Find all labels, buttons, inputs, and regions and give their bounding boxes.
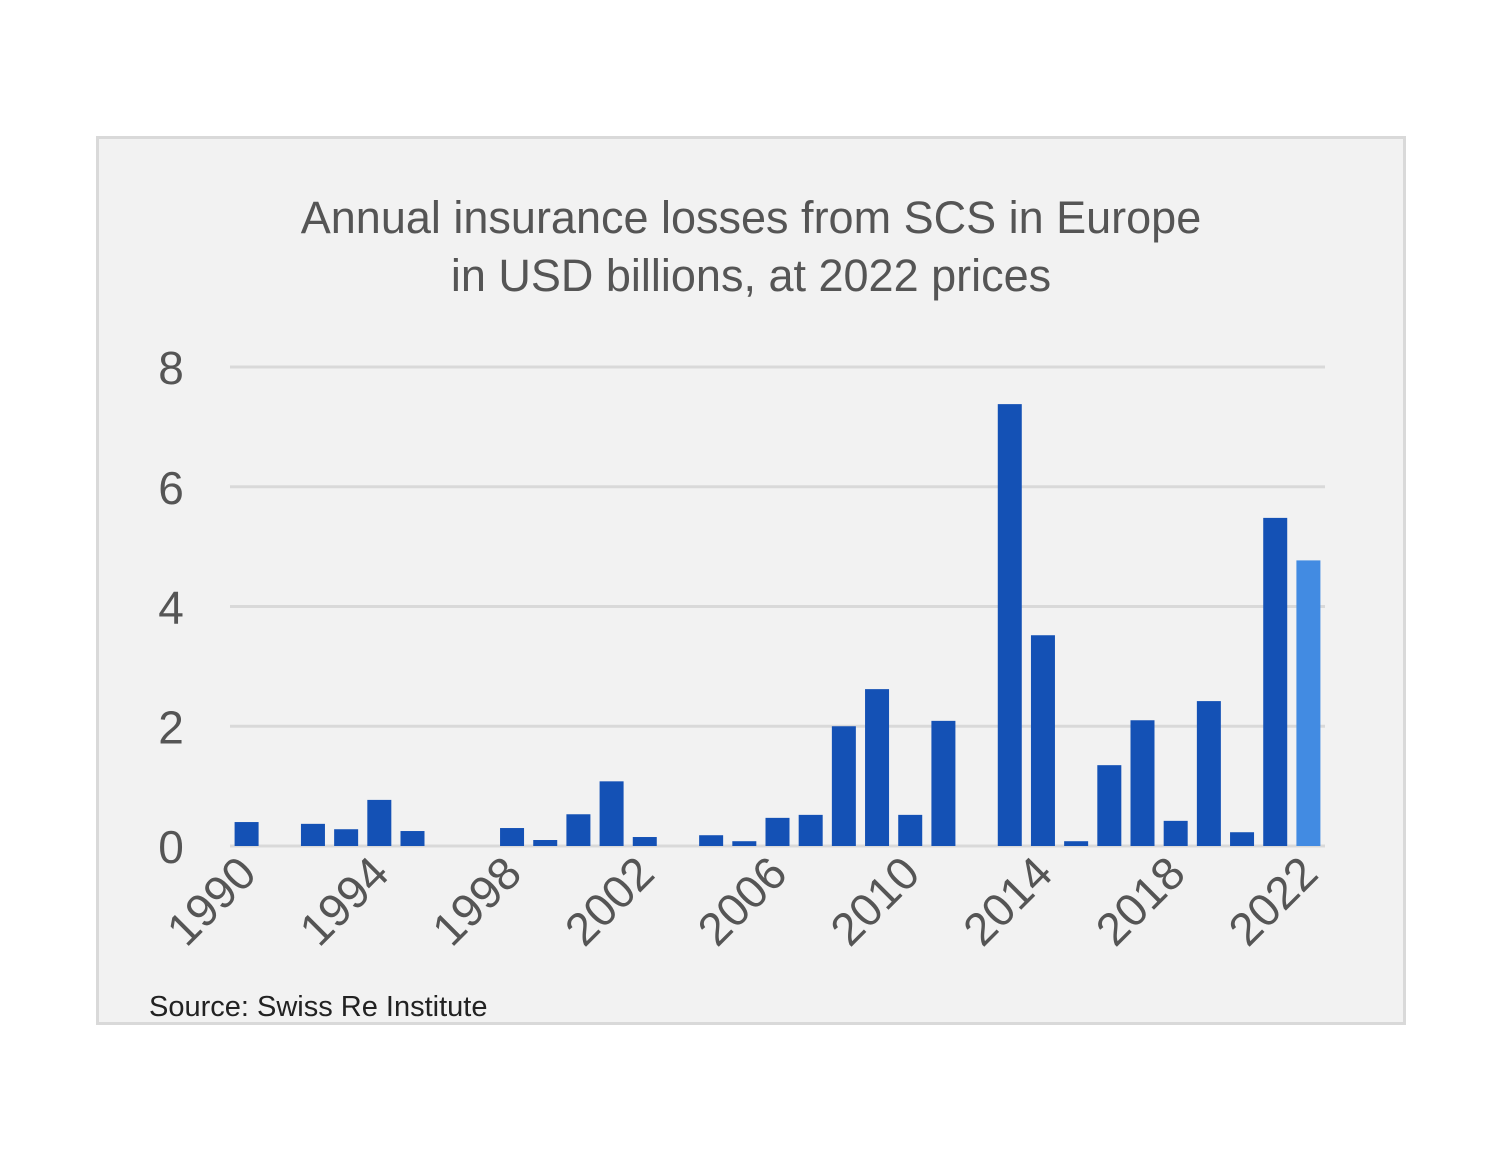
y-tick-label: 4 bbox=[158, 582, 184, 634]
x-tick-label: 2006 bbox=[687, 846, 796, 955]
x-tick-label: 2018 bbox=[1086, 846, 1195, 955]
bar-1992 bbox=[300, 823, 325, 846]
bar-2007 bbox=[798, 814, 823, 846]
title-line: Annual insurance losses from SCS in Euro… bbox=[300, 192, 1202, 243]
bar-2020 bbox=[1230, 832, 1255, 846]
bar-2018 bbox=[1163, 820, 1188, 846]
bar-2005 bbox=[732, 841, 757, 846]
bar-2021 bbox=[1263, 517, 1288, 846]
bar-2004 bbox=[699, 835, 724, 846]
bar-1990 bbox=[234, 822, 259, 846]
x-tick-label: 2022 bbox=[1218, 846, 1327, 955]
bar-2016 bbox=[1097, 765, 1122, 846]
bar-1998 bbox=[500, 828, 525, 846]
bar-2011 bbox=[931, 720, 956, 846]
bar-1994 bbox=[367, 799, 392, 846]
bar-2017 bbox=[1130, 720, 1155, 846]
bar-2015 bbox=[1064, 841, 1089, 846]
x-tick-label: 1998 bbox=[422, 846, 531, 955]
subtitle-line: in USD billions, at 2022 prices bbox=[450, 250, 1052, 301]
y-tick-label: 0 bbox=[158, 821, 184, 873]
x-tick-label: 1994 bbox=[289, 846, 398, 955]
x-tick-label: 2010 bbox=[820, 846, 929, 955]
bar-2001 bbox=[599, 781, 624, 846]
bar-2000 bbox=[566, 814, 591, 846]
bar-2010 bbox=[898, 814, 923, 846]
x-tick-label: 2002 bbox=[555, 846, 664, 955]
chart-panel: Annual insurance losses from SCS in Euro… bbox=[96, 136, 1406, 1025]
bar-2006 bbox=[765, 817, 790, 846]
y-tick-label: 6 bbox=[158, 462, 184, 514]
y-tick-label: 8 bbox=[158, 342, 184, 394]
bar-2009 bbox=[865, 689, 890, 846]
bar-2008 bbox=[831, 726, 856, 846]
bar-1999 bbox=[533, 840, 558, 846]
bar-1993 bbox=[334, 829, 359, 846]
bar-2013 bbox=[997, 404, 1022, 846]
bar-1995 bbox=[400, 831, 425, 846]
bar-2002 bbox=[632, 837, 657, 846]
y-tick-label: 2 bbox=[158, 701, 184, 753]
source-note: Source: Swiss Re Institute bbox=[149, 991, 488, 1023]
bar-2022 bbox=[1296, 560, 1321, 846]
chart-title: Annual insurance losses from SCS in Euro… bbox=[99, 189, 1403, 305]
bar-2014 bbox=[1030, 635, 1055, 846]
bar-2019 bbox=[1196, 701, 1221, 846]
x-tick-label: 2014 bbox=[953, 846, 1062, 955]
